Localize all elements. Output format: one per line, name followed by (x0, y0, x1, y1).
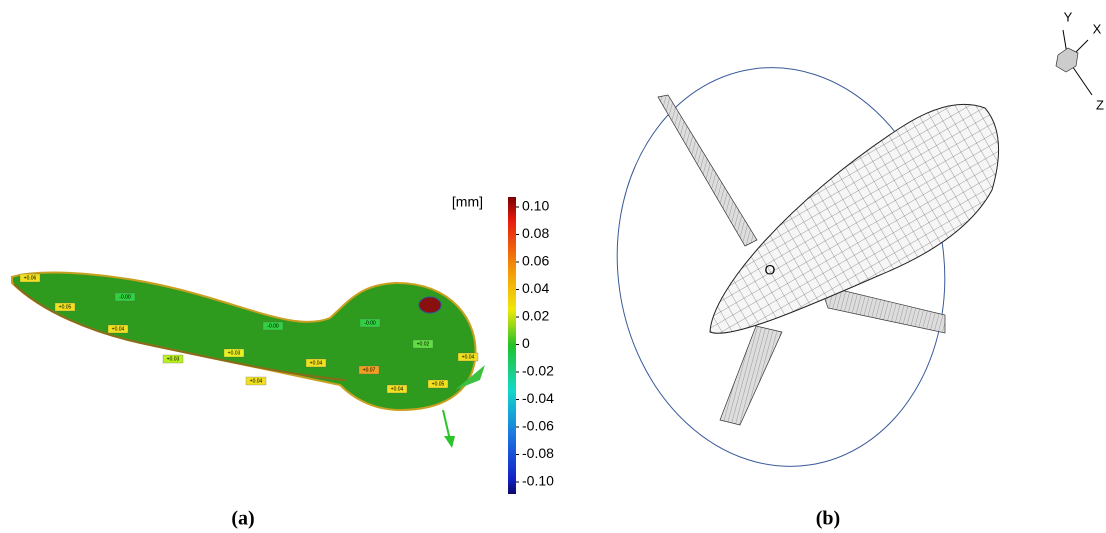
colorbar-tick-label: 0.02 (522, 308, 549, 324)
colorbar-tick-label: -0.08 (522, 445, 554, 461)
colorbar-tick-label: -0.02 (522, 363, 554, 379)
colorbar-tick-label: -0.06 (522, 418, 554, 434)
colorbar-tick-label: -0.10 (522, 473, 554, 489)
callout-label: +0.04 (310, 360, 323, 366)
hub-hole (419, 297, 441, 313)
colorbar-tick-label: -0.04 (522, 390, 554, 406)
callout-label: +0.04 (391, 386, 404, 392)
callout-label: -0.00 (364, 320, 376, 326)
callout-label: +0.03 (228, 350, 241, 356)
colorbar-unit: [mm] (452, 194, 483, 210)
colorbar-tick-label: 0 (522, 335, 530, 351)
colorbar-tick-label: 0.08 (522, 225, 549, 241)
panel-b: O Y X Z (592, 9, 1104, 487)
panel-a: +0.06 +0.05 -0.00 +0.04 -0.00 +0.03 +0.03 +0.04… (12, 194, 554, 494)
callout-label: +0.04 (462, 354, 475, 360)
colorbar-tick-label: 0.06 (522, 253, 549, 269)
arrow (443, 410, 450, 440)
callout-label: +0.05 (432, 381, 445, 387)
blade-top (658, 95, 757, 246)
figure: +0.06 +0.05 -0.00 +0.04 -0.00 +0.03 +0.03 +0.04… (0, 0, 1106, 533)
blade-bottom (720, 326, 782, 425)
callout-label: +0.07 (363, 367, 376, 373)
caption-b: (b) (816, 508, 840, 530)
axis-y: Y (1064, 9, 1073, 24)
callout-label: +0.04 (250, 378, 263, 384)
axis-x: X (1093, 21, 1102, 36)
axis-triad: Y X Z (1056, 9, 1104, 112)
callout-label: +0.06 (24, 275, 37, 281)
callout-label: +0.03 (167, 356, 180, 362)
origin-label: O (765, 262, 776, 278)
callout-label: -0.00 (119, 294, 131, 300)
caption-a: (a) (231, 508, 254, 530)
callout-label: -0.00 (267, 323, 279, 329)
colorbar (508, 197, 516, 494)
callout-label: +0.05 (59, 304, 72, 310)
callout-label: +0.04 (112, 326, 125, 332)
arrow-head (444, 436, 455, 448)
colorbar-tick-label: 0.04 (522, 280, 549, 296)
axis-z: Z (1096, 97, 1104, 112)
colorbar-tick-label: 0.10 (522, 198, 549, 214)
callout-label: +0.02 (417, 341, 430, 347)
